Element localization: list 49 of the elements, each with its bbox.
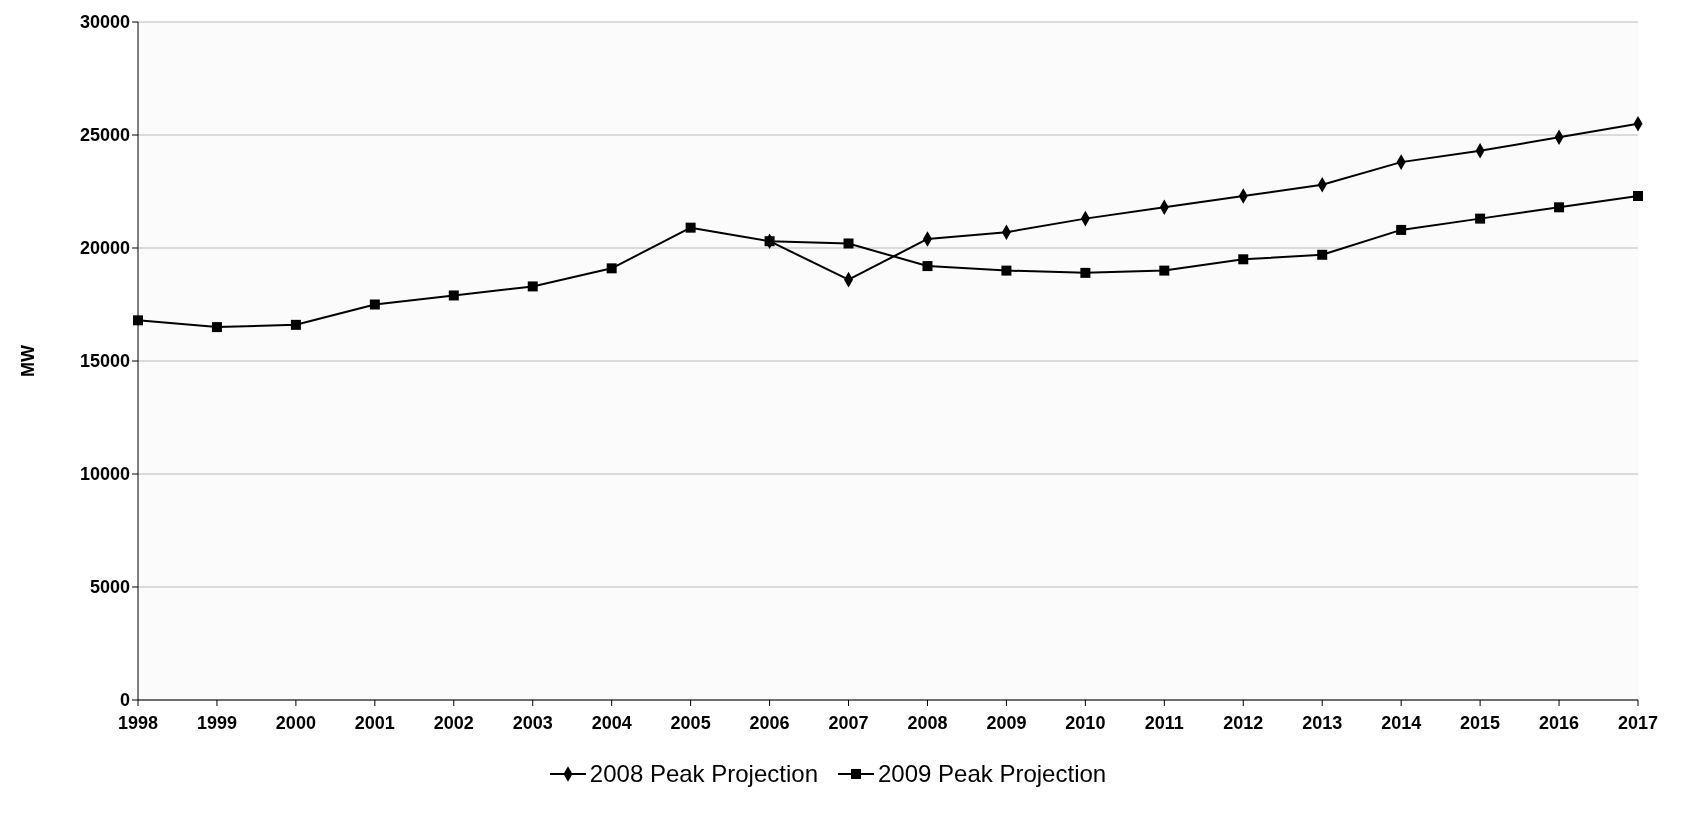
point <box>1159 265 1170 276</box>
x-tick-label: 2013 <box>1302 712 1343 733</box>
x-tick-label: 2007 <box>828 712 869 733</box>
x-tick-label: 2001 <box>354 712 395 733</box>
y-tick-label: 0 <box>119 690 130 711</box>
x-tick-label: 2005 <box>670 712 711 733</box>
point <box>527 281 538 292</box>
x-tick-label: 2002 <box>433 712 474 733</box>
point <box>290 319 301 330</box>
point <box>133 315 143 326</box>
x-tick-label: 1999 <box>196 712 237 733</box>
x-tick-label: 2009 <box>986 712 1027 733</box>
y-tick-label: 15000 <box>79 351 130 372</box>
point <box>448 290 459 301</box>
x-tick-label: 2012 <box>1223 712 1264 733</box>
y-tick-label: 10000 <box>79 464 130 485</box>
x-tick-label: 2015 <box>1460 712 1501 733</box>
x-tick-label: 2014 <box>1381 712 1422 733</box>
point <box>1554 202 1565 213</box>
point <box>1633 191 1643 202</box>
point <box>1001 265 1012 276</box>
point <box>1396 224 1407 235</box>
point <box>211 322 222 333</box>
y-tick-label: 20000 <box>79 238 130 259</box>
x-tick-label: 2008 <box>907 712 948 733</box>
point <box>1317 249 1328 260</box>
x-tick-label: 2017 <box>1617 712 1659 733</box>
y-axis-title: MW <box>18 345 39 377</box>
legend-label: 2008 Peak Projection <box>589 760 818 788</box>
x-tick-label: 2004 <box>591 712 632 733</box>
point <box>1475 213 1486 224</box>
x-tick-label: 2000 <box>275 712 316 733</box>
point <box>922 261 933 272</box>
point <box>606 263 617 274</box>
x-tick-label: 2016 <box>1539 712 1580 733</box>
legend-label: 2009 Peak Projection <box>878 760 1107 788</box>
point <box>843 238 854 249</box>
x-tick-label: 2011 <box>1144 712 1184 733</box>
point <box>369 299 380 310</box>
x-tick-label: 2003 <box>512 712 553 733</box>
x-tick-label: 2006 <box>749 712 790 733</box>
x-tick-label: 1998 <box>117 712 159 733</box>
point <box>685 222 696 233</box>
y-tick-label: 30000 <box>79 12 130 33</box>
y-tick-label: 25000 <box>79 125 130 146</box>
point <box>1238 254 1249 265</box>
y-tick-label: 5000 <box>89 577 130 598</box>
x-tick-label: 2010 <box>1065 712 1106 733</box>
point <box>1080 267 1091 278</box>
